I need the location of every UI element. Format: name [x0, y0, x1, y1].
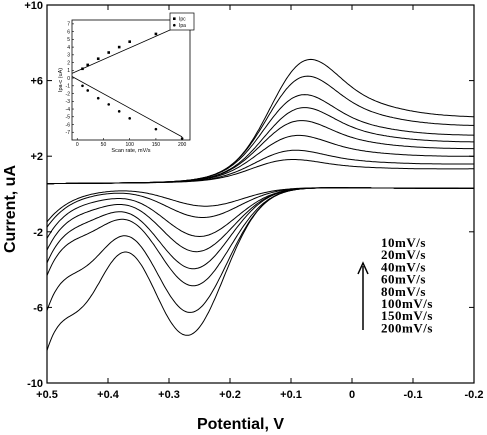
inset-x-tick-label: 100: [126, 142, 135, 148]
inset-point-ipa: [128, 117, 131, 120]
y-tick-label: -10: [27, 378, 43, 390]
x-tick-label: +0.2: [219, 389, 241, 401]
inset-point-ipc: [107, 51, 111, 54]
scan-rate-label: 60mV/s: [381, 272, 426, 287]
inset-point-ipa: [117, 110, 121, 113]
inset-point-ipa: [96, 96, 100, 100]
scan-rate-label: 10mV/s: [381, 235, 426, 250]
inset-point-ipc: [81, 67, 84, 71]
inset-y-tick-label: 6: [67, 29, 70, 35]
inset-point-ipa: [180, 137, 184, 140]
inset-y-tick-label: 5: [67, 37, 70, 43]
inset-frame: [71, 19, 191, 141]
inset-y-tick-label: -2: [66, 91, 71, 97]
inset-point-ipc: [128, 40, 131, 43]
inset-x-tick-label: 50: [101, 142, 107, 148]
inset-fit-line-ipc: [71, 24, 183, 74]
inset-point-ipc: [154, 32, 158, 36]
scan-rate-label: 80mV/s: [381, 284, 426, 299]
x-tick-label: -0.2: [465, 389, 484, 401]
x-tick-label: +0.5: [36, 389, 58, 401]
x-tick-label: 0: [349, 389, 355, 401]
y-tick-label: -2: [33, 227, 43, 239]
inset-legend-label: Ipc: [179, 17, 186, 23]
plot-frame: [46, 4, 475, 384]
inset-x-tick-label: 150: [152, 142, 161, 148]
scan-rate-annotation: 10mV/s20mV/s40mV/s60mV/s80mV/s100mV/s150…: [357, 235, 433, 335]
inset-x-axis-title: Scan rate, mV/s: [111, 148, 150, 154]
inset-y-tick-label: -1: [66, 84, 71, 90]
inset-y-tick-label: -7: [66, 130, 71, 136]
inset-y-tick-label: -6: [66, 122, 71, 128]
scan-rate-label: 150mV/s: [381, 308, 433, 323]
y-tick-label: +10: [24, 0, 43, 12]
inset-point-ipa: [107, 103, 111, 106]
scan-rate-label: 200mV/s: [381, 320, 433, 335]
x-tick-label: +0.1: [280, 389, 302, 401]
inset-y-tick-label: -5: [66, 115, 71, 121]
inset-point-ipa: [86, 89, 90, 92]
inset-legend-marker-ipa: [173, 23, 176, 27]
inset-y-tick-label: 7: [67, 22, 70, 28]
inset-point-ipa: [154, 127, 158, 131]
x-tick-label: +0.3: [158, 389, 180, 401]
inset-fit-line-ipa: [71, 76, 183, 138]
inset-y-tick-label: -3: [66, 99, 71, 105]
inset-point-ipa: [81, 84, 84, 88]
inset-y-tick-label: 4: [67, 45, 70, 51]
scan-rate-label: 20mV/s: [381, 247, 426, 262]
scan-rate-label: 40mV/s: [381, 259, 426, 274]
inset-y-tick-label: 1: [67, 68, 70, 74]
inset-y-tick-label: -4: [66, 107, 71, 113]
inset-y-tick-label: 0: [67, 76, 70, 82]
inset-x-tick-label: 200: [178, 142, 187, 148]
inset-y-axis-title: Ipa-c (uA): [58, 68, 64, 92]
inset-x-tick-label: 0: [76, 142, 79, 148]
inset-y-tick-label: 3: [67, 53, 70, 59]
inset-point-ipc: [117, 45, 121, 49]
inset-point-ipc: [96, 57, 100, 61]
x-tick-label: +0.4: [97, 389, 120, 401]
arrow-head: [357, 261, 369, 275]
inset-legend-label: Ipa: [179, 23, 186, 29]
x-axis-title: Potential, V: [197, 416, 284, 433]
y-tick-label: +2: [30, 151, 43, 163]
inset-y-tick-label: 2: [67, 60, 70, 66]
inset-point-ipc: [86, 63, 90, 67]
y-tick-label: -6: [33, 302, 43, 314]
inset-legend-box: [169, 12, 195, 31]
y-axis-title: Current, uA: [2, 165, 19, 253]
inset-legend-marker-ipc: [173, 17, 176, 20]
x-tick-label: -0.1: [404, 389, 423, 401]
scan-rate-label: 100mV/s: [381, 296, 433, 311]
y-tick-label: +6: [30, 76, 43, 88]
